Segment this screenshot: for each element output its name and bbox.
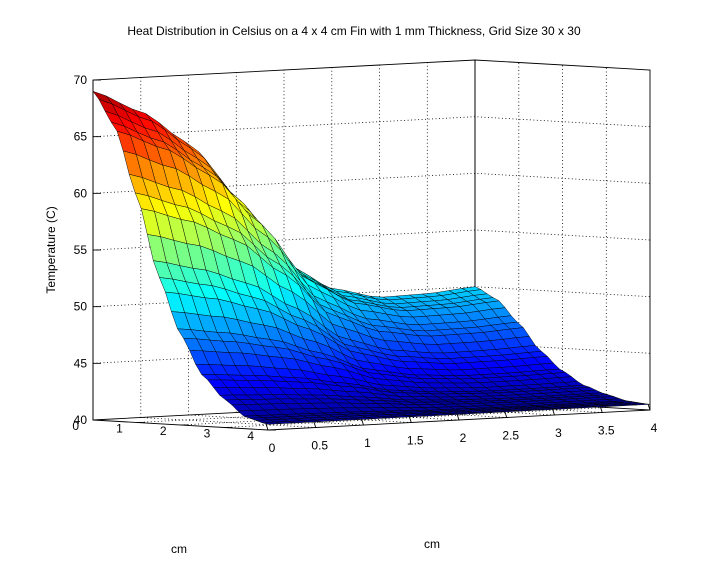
y-gridline bbox=[180, 65, 563, 426]
y-gridline bbox=[224, 67, 607, 428]
x-tick-label: 3.5 bbox=[598, 424, 615, 438]
x-tick-label: 0 bbox=[269, 441, 276, 455]
z-gridline bbox=[92, 116, 651, 138]
z-tick-label: 40 bbox=[74, 413, 88, 427]
x-gridline bbox=[140, 77, 316, 428]
x-tick-label: 2.5 bbox=[502, 429, 519, 443]
z-tick-label: 45 bbox=[74, 356, 88, 370]
x-tick-mark bbox=[408, 416, 412, 423]
z-tick-label: 55 bbox=[74, 243, 88, 257]
z-axis-label: Temperature (C) bbox=[44, 206, 58, 293]
z-tick-label: 60 bbox=[74, 186, 88, 200]
x-tick-mark bbox=[361, 418, 364, 426]
y-gridline bbox=[136, 62, 520, 423]
y-tick-label: 4 bbox=[247, 429, 254, 443]
x-tick-mark bbox=[265, 423, 269, 431]
x-tick-label: 2 bbox=[460, 431, 467, 445]
temperature-surface bbox=[92, 90, 651, 425]
x-gridline bbox=[235, 72, 412, 423]
x-tick-label: 0.5 bbox=[311, 439, 328, 453]
y-tick-label: 3 bbox=[204, 427, 211, 441]
surface-patch bbox=[261, 421, 282, 425]
x-tick-mark bbox=[647, 403, 651, 411]
x-tick-label: 4 bbox=[651, 421, 658, 435]
x-tick-mark bbox=[504, 411, 508, 418]
y-tick-label: 1 bbox=[116, 422, 123, 436]
y-tick-label: 0 bbox=[72, 419, 79, 433]
x-tick-mark bbox=[313, 421, 317, 428]
y-axis-label: cm bbox=[171, 542, 187, 556]
x-tick-label: 1.5 bbox=[407, 434, 424, 448]
x-gridline bbox=[188, 75, 364, 426]
z-tick-label: 50 bbox=[74, 300, 88, 314]
x-tick-mark bbox=[456, 413, 460, 421]
z-tick-label: 65 bbox=[74, 130, 88, 144]
x-tick-label: 3 bbox=[555, 426, 562, 440]
z-tick-label: 70 bbox=[74, 73, 88, 87]
x-tick-mark bbox=[552, 408, 555, 416]
y-tick-label: 2 bbox=[160, 424, 167, 438]
chart-title: Heat Distribution in Celsius on a 4 x 4 … bbox=[127, 24, 581, 38]
x-axis-label: cm bbox=[424, 537, 440, 551]
x-tick-mark bbox=[599, 406, 603, 413]
x-tick-label: 1 bbox=[364, 436, 371, 450]
